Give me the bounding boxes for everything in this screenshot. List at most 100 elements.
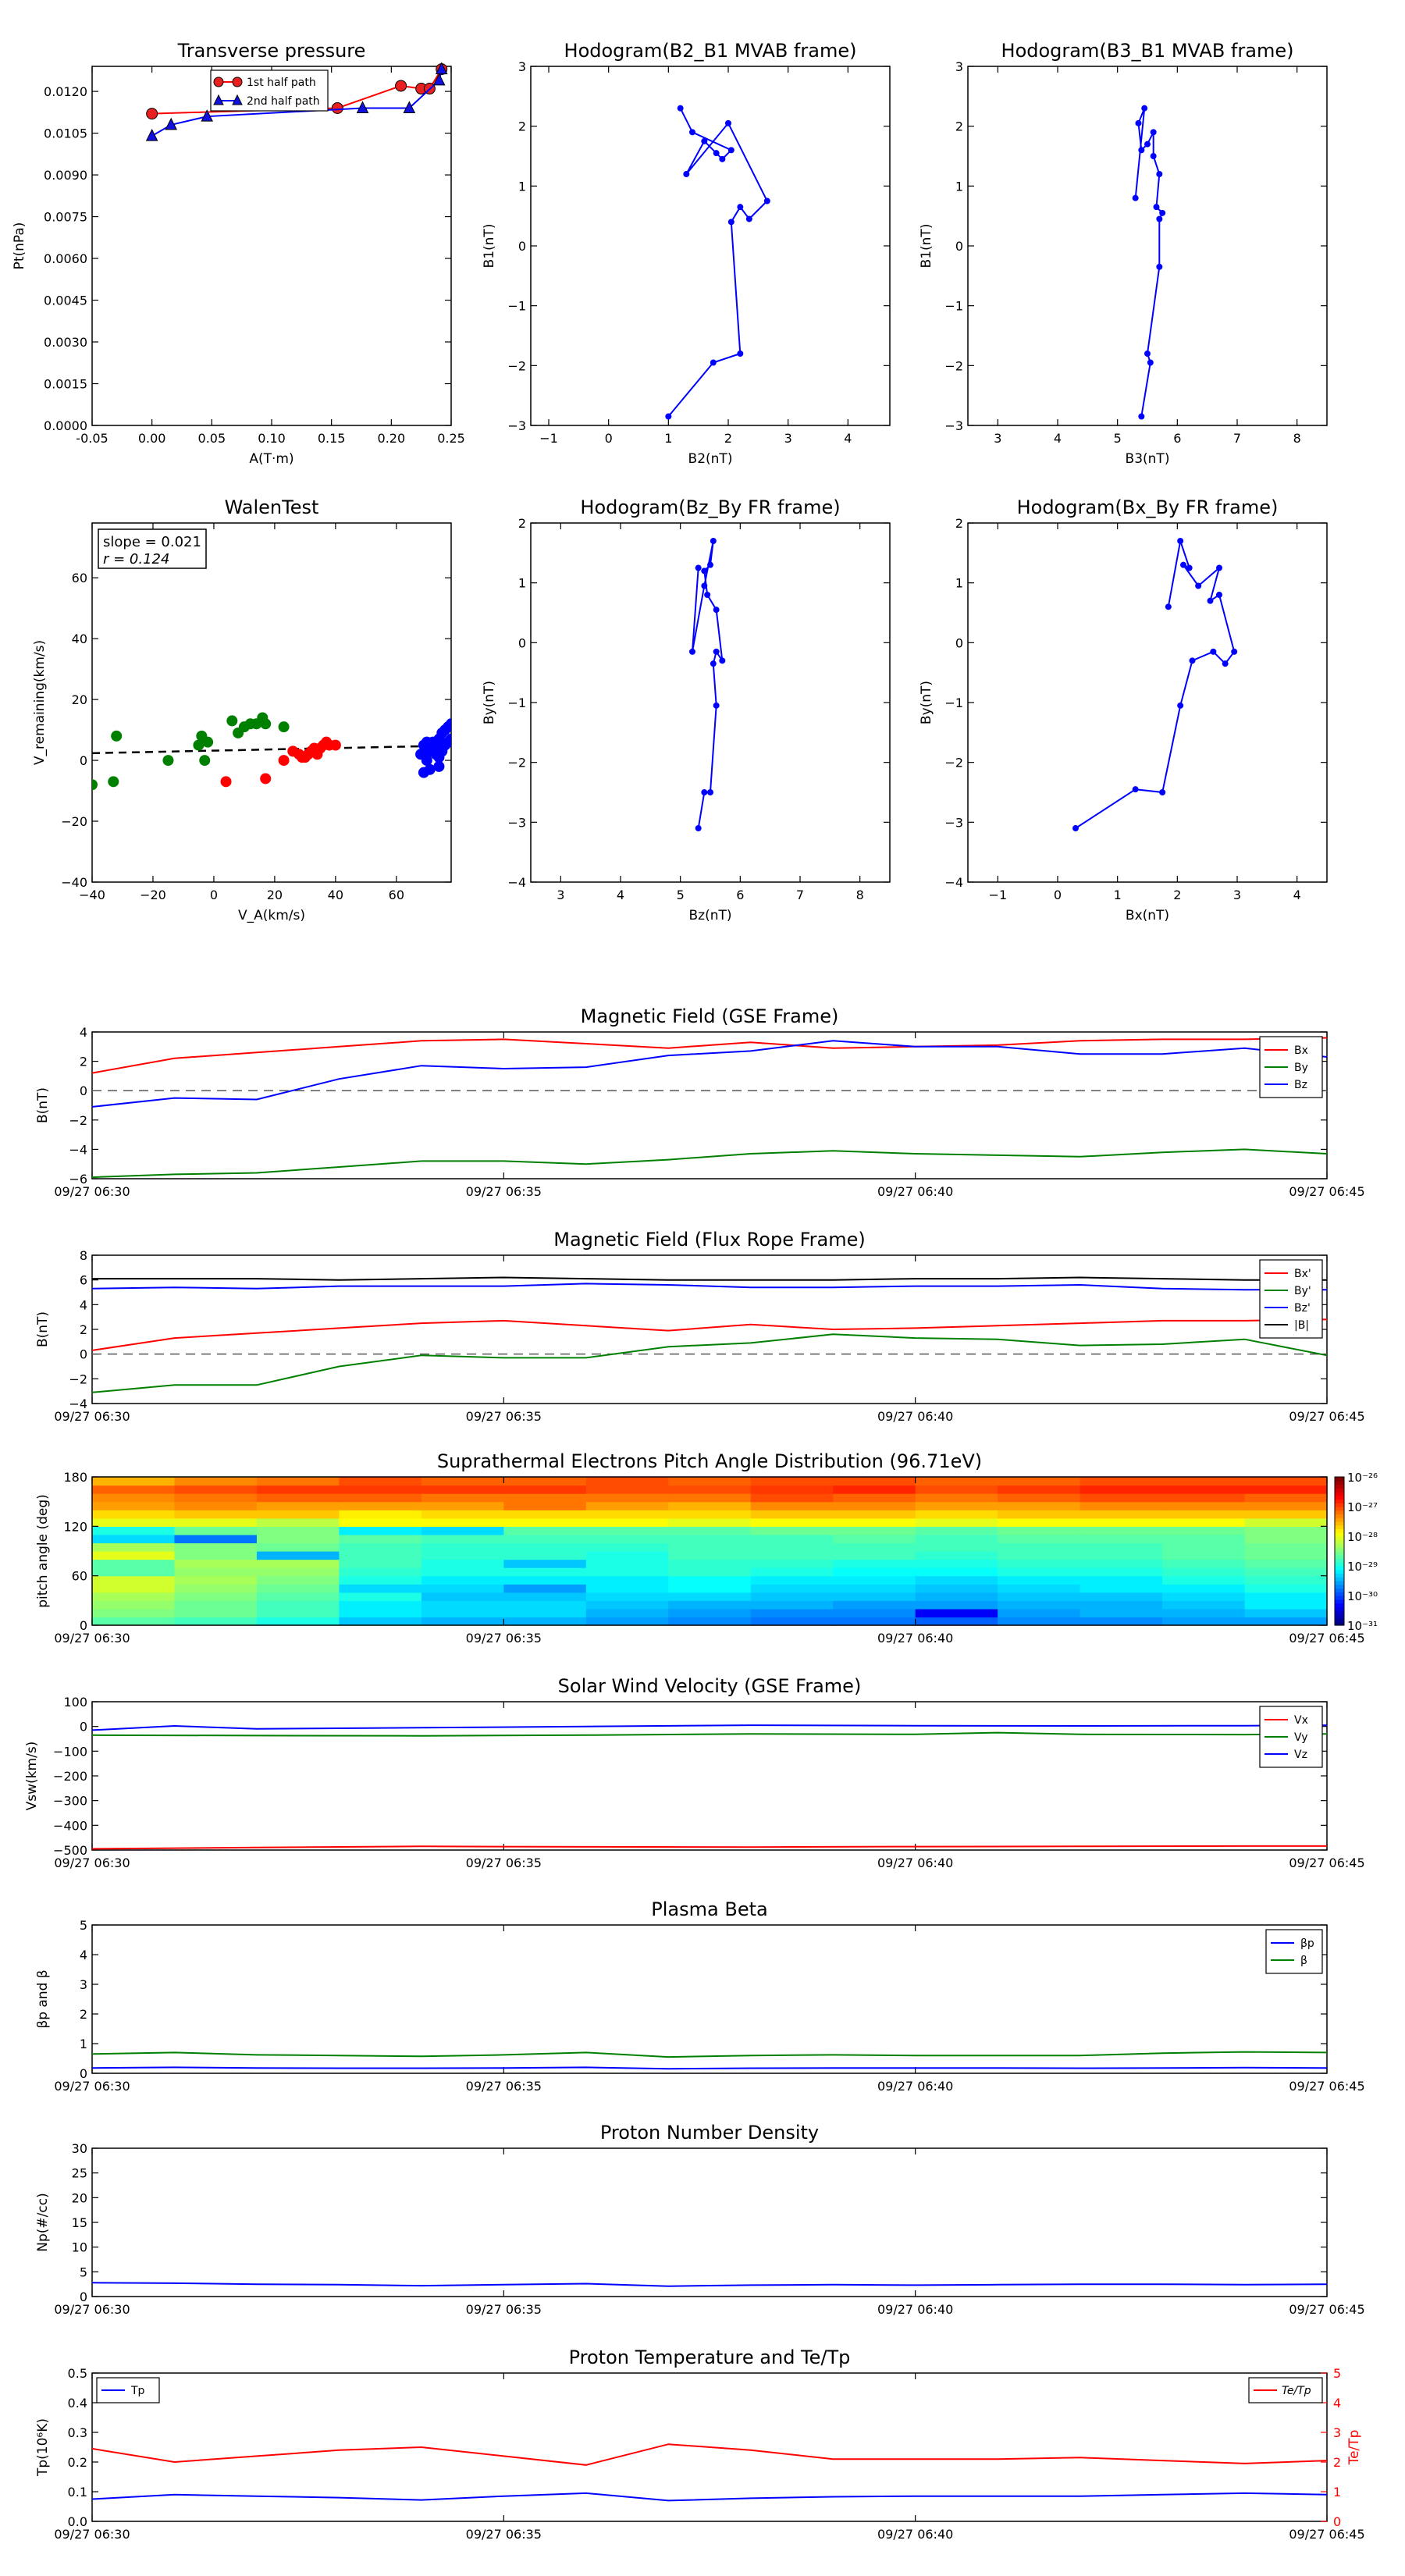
x-tick-label: 09/27 06:40 xyxy=(877,1184,953,1199)
data-point xyxy=(1231,648,1238,655)
heatmap-cell xyxy=(668,1575,752,1585)
heatmap-cell xyxy=(1244,1493,1328,1503)
data-point xyxy=(1156,171,1163,177)
x-axis-label: B3(nT) xyxy=(1126,451,1170,467)
plot-frame xyxy=(91,2147,1328,2297)
heatmap-cell xyxy=(92,1584,176,1593)
y-tick-label: −2 xyxy=(944,756,963,770)
heatmap-cell xyxy=(750,1493,834,1503)
y-axis-label: pitch angle (deg) xyxy=(35,1494,51,1608)
heatmap-cell xyxy=(1244,1534,1328,1544)
y-tick-label: 5 xyxy=(80,2265,87,2279)
heatmap-cell xyxy=(998,1592,1081,1601)
heatmap-cell xyxy=(833,1517,916,1527)
y-tick-label: −1 xyxy=(944,299,963,314)
data-point xyxy=(707,789,713,795)
data-point xyxy=(737,350,744,357)
y-tick-label: −4 xyxy=(507,875,526,890)
heatmap-cell xyxy=(833,1510,916,1519)
x-tick-label: 09/27 06:40 xyxy=(877,2079,953,2094)
heatmap-cell xyxy=(833,1534,916,1544)
data-point xyxy=(710,359,717,366)
heatmap-cell xyxy=(998,1493,1081,1503)
heatmap-cell xyxy=(1244,1600,1328,1610)
y-tick-label: 0 xyxy=(80,1720,87,1735)
heatmap-cell xyxy=(1162,1493,1246,1503)
data-point xyxy=(92,779,98,791)
heatmap-cell xyxy=(585,1592,669,1601)
colorbar: 10⁻²⁶ 10⁻²⁷ 10⁻²⁸ 10⁻²⁹ 10⁻³⁰ 10⁻³¹ xyxy=(1334,1471,1378,1633)
colorbar-step xyxy=(1335,1592,1344,1596)
x-tick-label: 3 xyxy=(1233,888,1241,902)
heatmap-cell xyxy=(1080,1575,1163,1585)
heatmap-cell xyxy=(503,1551,587,1560)
heatmap-cell xyxy=(174,1477,258,1486)
heatmap-cell xyxy=(585,1485,669,1494)
heatmap-cell xyxy=(585,1600,669,1610)
colorbar-step xyxy=(1335,1588,1344,1592)
heatmap-cell xyxy=(256,1477,340,1486)
data-point xyxy=(1180,561,1186,568)
data-point xyxy=(713,150,720,157)
x-tick-label: 09/27 06:35 xyxy=(466,2302,542,2317)
x-tick-label: 3 xyxy=(994,431,1001,446)
heatmap-cell xyxy=(668,1559,752,1568)
data-point xyxy=(713,648,720,655)
y-tick-label: −6 xyxy=(69,1172,87,1187)
heatmap-cell xyxy=(92,1485,176,1494)
plot-frame xyxy=(530,66,891,426)
heatmap-cell xyxy=(339,1584,422,1593)
y-tick-label: 1 xyxy=(955,576,963,591)
heatmap-cell xyxy=(668,1534,752,1544)
legend-marker xyxy=(213,76,224,87)
heatmap-cell xyxy=(1244,1517,1328,1527)
y-tick-label: 1 xyxy=(518,576,526,591)
colorbar-step xyxy=(1335,1603,1344,1607)
heatmap-cell xyxy=(1080,1493,1163,1503)
heatmap-cell xyxy=(1162,1617,1246,1626)
heatmap-cell xyxy=(998,1584,1081,1593)
x-axis-label: A(T·m) xyxy=(249,451,293,467)
legend: Vx Vy Vz xyxy=(1259,1706,1323,1768)
colorbar-label: 10⁻³¹ xyxy=(1347,1619,1378,1633)
heatmap-cell xyxy=(256,1501,340,1510)
x-tick-label: 1 xyxy=(664,431,672,446)
y-tick-label: 0.0060 xyxy=(44,251,87,266)
heatmap-cell xyxy=(421,1534,504,1544)
heatmap-cell xyxy=(1162,1526,1246,1535)
chart-title: Hodogram(Bx_By FR frame) xyxy=(1017,496,1279,518)
heatmap-cell xyxy=(998,1559,1081,1568)
colorbar-step xyxy=(1335,1562,1344,1567)
y2-tick-label: 4 xyxy=(1333,2396,1341,2411)
heatmap-cell xyxy=(92,1510,176,1519)
heatmap-cell xyxy=(174,1534,258,1544)
heatmap-cell xyxy=(998,1517,1081,1527)
heatmap-cell xyxy=(503,1493,587,1503)
data-point xyxy=(199,755,211,767)
legend-right: Te/Tp xyxy=(1248,2377,1323,2403)
heatmap-cell xyxy=(92,1559,176,1568)
data-point xyxy=(331,101,343,114)
data-point xyxy=(446,733,451,745)
heatmap-cell xyxy=(256,1526,340,1535)
data-point xyxy=(665,413,672,420)
heatmap-cell xyxy=(668,1493,752,1503)
colorbar-step xyxy=(1335,1621,1344,1626)
colorbar-step xyxy=(1335,1532,1344,1537)
y-tick-label: 60 xyxy=(72,571,87,585)
timeseries-vsw: Solar Wind Velocity (GSE Frame) 09/27 06:… xyxy=(24,1675,1365,1870)
data-point xyxy=(1138,413,1145,420)
heatmap-cell xyxy=(1080,1592,1163,1601)
data-point xyxy=(1189,657,1196,664)
y-tick-label: 120 xyxy=(63,1519,87,1534)
legend-label: 2nd half path xyxy=(247,95,320,108)
chart-title: WalenTest xyxy=(225,496,319,518)
y-tick-label: 20 xyxy=(72,692,87,707)
heatmap-cell xyxy=(503,1517,587,1527)
plot-frame xyxy=(967,66,1328,426)
legend: βp β xyxy=(1265,1929,1323,1974)
heatmap-cell xyxy=(174,1485,258,1494)
heatmap-cell xyxy=(1244,1477,1328,1486)
heatmap-cell xyxy=(339,1600,422,1610)
heatmap-cell xyxy=(421,1493,504,1503)
